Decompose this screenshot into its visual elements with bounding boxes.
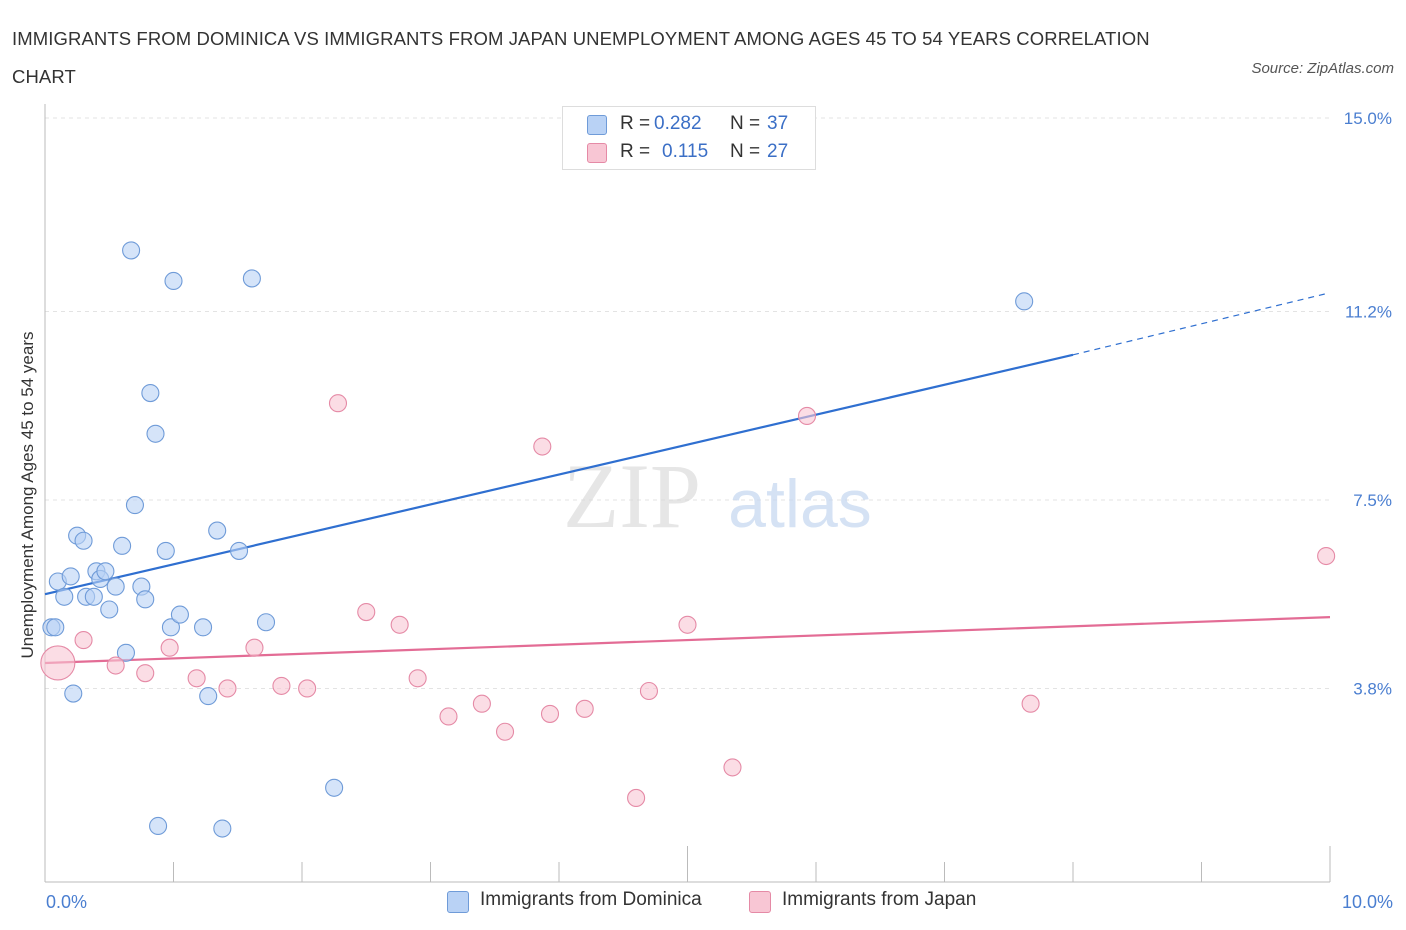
point-japan: [472, 694, 491, 713]
point-japan: [160, 638, 179, 657]
point-dominica: [213, 819, 232, 838]
watermark-atlas: atlas: [728, 466, 872, 542]
point-dominica: [55, 587, 74, 606]
point-japan: [1317, 546, 1336, 566]
point-dominica: [229, 541, 249, 560]
y-tick-label: 15.0%: [1344, 109, 1392, 128]
tick-labels: 3.8% 7.5% 11.2% 15.0% 0.0% 10.0%: [46, 109, 1393, 912]
point-dominica: [170, 605, 189, 624]
point-dominica: [1015, 292, 1034, 311]
point-dominica: [64, 684, 83, 703]
point-japan: [136, 664, 155, 683]
legend-swatch-japan: [587, 143, 607, 163]
point-japan: [390, 615, 409, 634]
point-japan: [74, 631, 93, 650]
point-dominica: [141, 383, 160, 403]
x-tick-label: 10.0%: [1342, 892, 1393, 912]
source-label: Source: ZipAtlas.com: [1251, 60, 1394, 77]
trend-line-dominica: [44, 353, 1074, 596]
legend-r-label: R =: [620, 141, 651, 162]
watermark-zip: ZIP: [563, 445, 701, 547]
data-points: [40, 241, 1336, 838]
bottom-legend-swatch-dominica: [447, 891, 469, 913]
point-japan: [533, 437, 552, 456]
y-tick-label: 3.8%: [1353, 679, 1392, 698]
point-dominica: [106, 577, 125, 596]
legend-n-label: N =: [730, 113, 761, 134]
point-dominica: [325, 778, 344, 797]
bottom-legend-label-dominica: Immigrants from Dominica: [480, 889, 702, 910]
point-japan: [723, 758, 742, 777]
y-axis-label: Unemployment Among Ages 45 to 54 years: [18, 332, 37, 659]
point-japan: [272, 676, 291, 695]
y-tick-label: 7.5%: [1353, 491, 1392, 510]
point-japan: [678, 615, 697, 634]
correlation-legend: R = 0.282 N = 37 R = 0.115 N = 27: [562, 106, 816, 170]
legend-swatch-dominica: [587, 115, 607, 135]
point-dominica: [149, 816, 168, 836]
point-japan: [540, 704, 560, 723]
bottom-legend-label-japan: Immigrants from Japan: [782, 889, 977, 910]
point-japan: [245, 638, 264, 657]
point-dominica: [74, 531, 93, 550]
point-japan: [106, 656, 125, 675]
point-dominica: [46, 618, 65, 637]
legend-n-value-dominica: 37: [767, 113, 789, 134]
legend-r-value-dominica: 0.282: [654, 113, 702, 134]
point-dominica: [125, 496, 144, 515]
point-dominica: [146, 424, 165, 443]
y-tick-label: 11.2%: [1345, 303, 1392, 322]
bottom-legend-swatch-japan: [749, 891, 771, 913]
legend-n-label: N =: [730, 141, 761, 162]
point-japan: [328, 394, 348, 413]
point-dominica: [164, 271, 183, 291]
point-japan: [797, 406, 817, 426]
point-dominica: [161, 618, 180, 637]
axes: [44, 104, 1331, 883]
legend-r-label: R =: [620, 113, 651, 134]
point-dominica: [208, 521, 227, 540]
point-japan: [495, 722, 515, 741]
point-dominica: [156, 541, 175, 560]
point-japan: [187, 669, 206, 688]
point-dominica: [100, 600, 119, 619]
point-japan: [218, 679, 237, 698]
point-dominica: [96, 562, 115, 581]
point-japan: [408, 669, 427, 688]
point-japan: [357, 603, 376, 622]
point-japan: [298, 679, 317, 698]
legend-r-value-japan: 0.115: [662, 141, 709, 162]
point-japan: [575, 699, 594, 718]
point-japan: [439, 707, 458, 726]
point-dominica: [116, 643, 136, 662]
point-japan: [40, 645, 76, 681]
point-dominica: [113, 536, 132, 555]
point-dominica: [242, 269, 261, 288]
x-tick-label: 0.0%: [46, 892, 87, 912]
trend-line-dominica-extension: [1072, 293, 1327, 356]
point-japan: [639, 681, 659, 701]
legend-n-value-japan: 27: [767, 141, 789, 162]
point-dominica: [199, 687, 218, 706]
point-dominica: [256, 613, 276, 632]
point-japan: [627, 788, 646, 808]
point-dominica: [61, 567, 80, 586]
point-dominica: [136, 590, 155, 609]
grid-lines: [45, 117, 1330, 689]
chart-title: IMMIGRANTS FROM DOMINICA VS IMMIGRANTS F…: [12, 28, 1150, 87]
point-dominica: [122, 241, 141, 260]
point-dominica: [84, 587, 103, 606]
point-dominica: [194, 618, 213, 637]
point-japan: [1021, 694, 1040, 713]
